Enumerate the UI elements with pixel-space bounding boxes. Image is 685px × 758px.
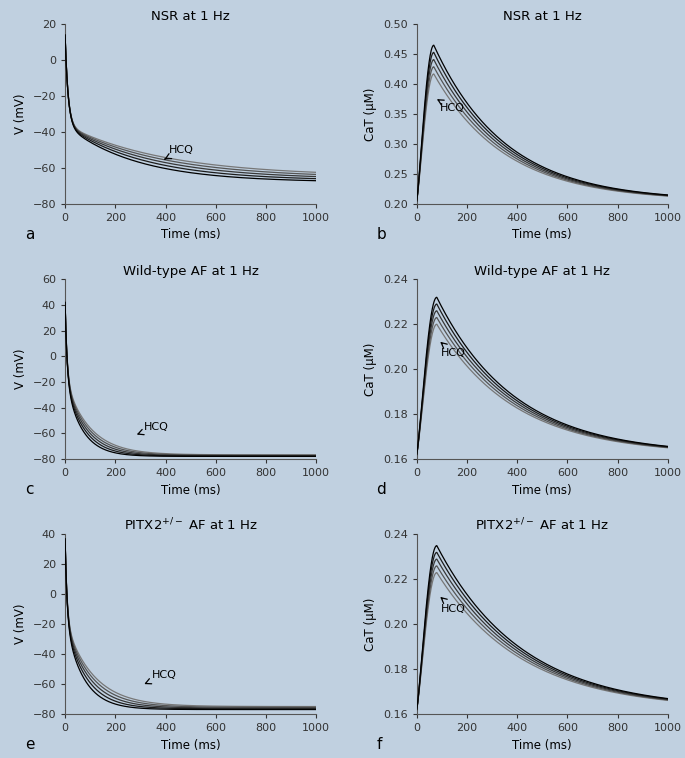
Y-axis label: V (mV): V (mV) bbox=[14, 604, 27, 644]
Title: Wild-type AF at 1 Hz: Wild-type AF at 1 Hz bbox=[123, 265, 259, 278]
Title: NSR at 1 Hz: NSR at 1 Hz bbox=[151, 10, 230, 23]
Text: HCQ: HCQ bbox=[441, 598, 466, 613]
Text: e: e bbox=[25, 738, 34, 753]
X-axis label: Time (ms): Time (ms) bbox=[512, 484, 572, 496]
X-axis label: Time (ms): Time (ms) bbox=[161, 484, 221, 496]
X-axis label: Time (ms): Time (ms) bbox=[161, 738, 221, 752]
Text: a: a bbox=[25, 227, 34, 243]
Text: HCQ: HCQ bbox=[438, 100, 464, 113]
Y-axis label: CaT (μM): CaT (μM) bbox=[364, 343, 377, 396]
Text: HCQ: HCQ bbox=[138, 422, 169, 434]
X-axis label: Time (ms): Time (ms) bbox=[512, 228, 572, 242]
Text: f: f bbox=[377, 738, 382, 753]
Text: c: c bbox=[25, 482, 34, 497]
Title: PITX2$^{+/-}$ AF at 1 Hz: PITX2$^{+/-}$ AF at 1 Hz bbox=[475, 517, 609, 533]
Text: d: d bbox=[377, 482, 386, 497]
Y-axis label: V (mV): V (mV) bbox=[14, 94, 27, 134]
Text: b: b bbox=[377, 227, 386, 243]
Y-axis label: CaT (μM): CaT (μM) bbox=[364, 87, 377, 141]
Title: NSR at 1 Hz: NSR at 1 Hz bbox=[503, 10, 582, 23]
X-axis label: Time (ms): Time (ms) bbox=[512, 738, 572, 752]
X-axis label: Time (ms): Time (ms) bbox=[161, 228, 221, 242]
Text: HCQ: HCQ bbox=[165, 145, 194, 159]
Text: HCQ: HCQ bbox=[441, 343, 466, 359]
Y-axis label: CaT (μM): CaT (μM) bbox=[364, 597, 377, 651]
Text: HCQ: HCQ bbox=[145, 670, 177, 684]
Title: PITX2$^{+/-}$ AF at 1 Hz: PITX2$^{+/-}$ AF at 1 Hz bbox=[124, 517, 258, 533]
Y-axis label: V (mV): V (mV) bbox=[14, 349, 27, 390]
Title: Wild-type AF at 1 Hz: Wild-type AF at 1 Hz bbox=[474, 265, 610, 278]
